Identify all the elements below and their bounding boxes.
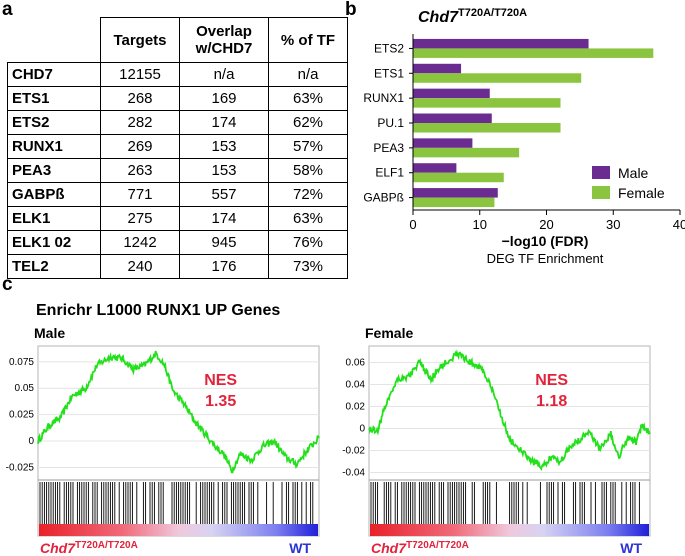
x-tick-label: 10 bbox=[473, 217, 487, 232]
table-row: CHD7 12155 n/a n/a bbox=[7, 62, 348, 87]
gsea-y-tick-label: 0 bbox=[28, 436, 34, 447]
x-axis-label: −log10 (FDR) bbox=[502, 233, 589, 249]
table-row: PEA3 263 153 58% bbox=[7, 158, 348, 183]
bar-female bbox=[413, 197, 495, 208]
panel-label-c: c bbox=[2, 274, 13, 295]
table-row: ETS2 282 174 62% bbox=[7, 110, 348, 135]
table-header-pct: % of TF bbox=[268, 17, 348, 63]
legend-swatch-female bbox=[592, 186, 610, 199]
x-axis-sublabel: DEG TF Enrichment bbox=[487, 251, 604, 266]
gsea-y-tick-label: -0.02 bbox=[342, 446, 365, 457]
gsea-y-tick-label: -0.025 bbox=[6, 462, 35, 473]
overlap-cell: 153 bbox=[179, 134, 269, 159]
tf-name-cell: CHD7 bbox=[7, 62, 101, 87]
panel-label-a: a bbox=[2, 0, 13, 20]
table-row: TEL2 240 176 73% bbox=[7, 254, 348, 279]
legend-label-male: Male bbox=[618, 165, 649, 181]
legend-swatch-male bbox=[592, 166, 610, 179]
tf-name-cell: ETS2 bbox=[7, 110, 101, 135]
nes-value: 1.18 bbox=[536, 393, 567, 410]
category-label: PEA3 bbox=[373, 141, 404, 155]
bar-female bbox=[413, 48, 654, 58]
gsea-title: Enrichr L1000 RUNX1 UP Genes bbox=[36, 302, 280, 319]
bar-female bbox=[413, 98, 561, 108]
ranked-list-colorbar bbox=[370, 524, 649, 536]
overlap-cell: n/a bbox=[179, 62, 269, 87]
legend-label-female: Female bbox=[618, 185, 665, 201]
gsea-y-tick-label: 0.02 bbox=[346, 402, 366, 413]
bar-male bbox=[413, 63, 462, 74]
bar-female bbox=[413, 172, 504, 183]
pct-cell: 73% bbox=[268, 254, 348, 279]
bar-male bbox=[413, 88, 490, 99]
category-label: ETS2 bbox=[374, 41, 404, 55]
genotype-label-mutant: Chd7T720A/T720A bbox=[371, 540, 469, 556]
targets-cell: 240 bbox=[100, 254, 180, 279]
gsea-y-tick-label: 0.05 bbox=[15, 383, 35, 394]
targets-cell: 282 bbox=[100, 110, 180, 135]
bar-male bbox=[413, 138, 473, 148]
overlap-cell: 174 bbox=[179, 206, 269, 231]
nes-label: NES bbox=[204, 372, 237, 389]
targets-cell: 12155 bbox=[100, 62, 180, 87]
pct-cell: 58% bbox=[268, 158, 348, 183]
table-row: GABPß 771 557 72% bbox=[7, 182, 348, 207]
overlap-cell: 174 bbox=[179, 110, 269, 135]
gsea-y-tick-label: 0 bbox=[359, 424, 365, 435]
ranked-list-colorbar bbox=[39, 524, 318, 536]
enrichment-score-line bbox=[368, 349, 651, 472]
pct-cell: 63% bbox=[268, 86, 348, 111]
x-tick-label: 0 bbox=[409, 217, 416, 232]
targets-cell: 1242 bbox=[100, 230, 180, 255]
tf-name-cell: ELK1 02 bbox=[7, 230, 101, 255]
gsea-y-tick-label: -0.04 bbox=[342, 468, 365, 479]
bar-male bbox=[413, 188, 498, 198]
pct-cell: 62% bbox=[268, 110, 348, 135]
gsea-y-tick-label: 0.06 bbox=[346, 358, 366, 369]
genotype-label-mutant: Chd7T720A/T720A bbox=[40, 540, 138, 556]
gsea-y-tick-label: 0.04 bbox=[346, 380, 366, 391]
pct-cell: 63% bbox=[268, 206, 348, 231]
nes-value: 1.35 bbox=[205, 393, 236, 410]
x-tick-label: 20 bbox=[539, 217, 553, 232]
x-tick-label: 30 bbox=[606, 217, 620, 232]
overlap-cell: 557 bbox=[179, 182, 269, 207]
overlap-cell: 153 bbox=[179, 158, 269, 183]
category-label: ELF1 bbox=[375, 166, 404, 180]
bar-male bbox=[413, 113, 492, 123]
bar-male bbox=[413, 38, 589, 49]
bar-female bbox=[413, 123, 561, 133]
table-row: ELK1 02 1242 945 76% bbox=[7, 230, 348, 255]
gsea-panel-label: Female bbox=[365, 325, 413, 341]
overlap-cell: 176 bbox=[179, 254, 269, 279]
category-label: ETS1 bbox=[374, 66, 404, 80]
genotype-label-wt: WT bbox=[289, 540, 311, 556]
table-row: ETS1 268 169 63% bbox=[7, 86, 348, 111]
tf-name-cell: ETS1 bbox=[7, 86, 101, 111]
gsea-y-tick-label: 0.025 bbox=[9, 410, 34, 421]
table-header-row: Targets Overlap w/CHD7 % of TF bbox=[7, 17, 348, 63]
category-label: PU.1 bbox=[377, 116, 404, 130]
panel-label-b: b bbox=[345, 0, 357, 20]
genotype-label-wt: WT bbox=[620, 540, 642, 556]
gsea-y-tick-label: 0.075 bbox=[9, 357, 34, 368]
enrichment-score-line bbox=[37, 350, 320, 474]
bar-female bbox=[413, 147, 520, 158]
nes-label: NES bbox=[535, 372, 568, 389]
targets-cell: 268 bbox=[100, 86, 180, 111]
bar-male bbox=[413, 163, 457, 173]
gsea-panel-label: Male bbox=[34, 325, 65, 341]
targets-cell: 263 bbox=[100, 158, 180, 183]
targets-cell: 771 bbox=[100, 182, 180, 207]
pct-cell: 76% bbox=[268, 230, 348, 255]
pct-cell: n/a bbox=[268, 62, 348, 87]
category-label: GABPß bbox=[363, 191, 404, 205]
tf-target-table: Targets Overlap w/CHD7 % of TF CHD7 12155… bbox=[7, 17, 348, 279]
bar-chart-title: Chd7T720A/T720A bbox=[418, 7, 527, 26]
x-tick-label: 40 bbox=[673, 217, 685, 232]
tf-name-cell: RUNX1 bbox=[7, 134, 101, 159]
category-label: RUNX1 bbox=[363, 91, 404, 105]
bar-female bbox=[413, 73, 582, 83]
